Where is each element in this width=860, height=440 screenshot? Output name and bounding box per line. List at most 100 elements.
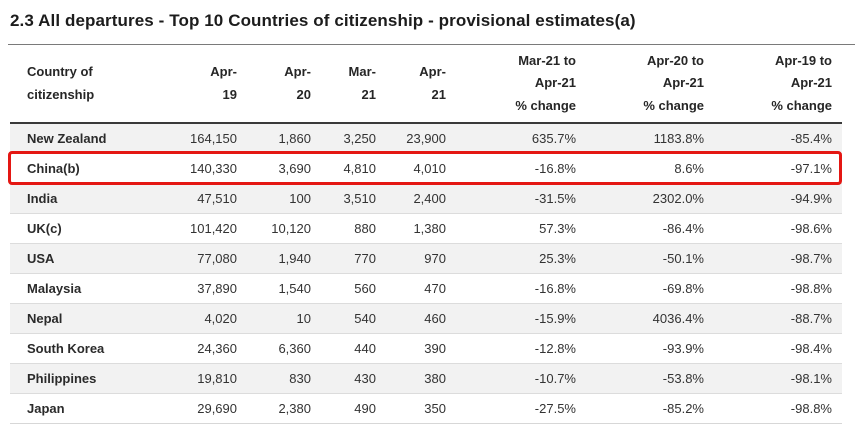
apr21-value-cell: 390	[386, 332, 456, 363]
mar21-value-cell: 3,250	[343, 130, 376, 146]
apr20-value-cell: 830	[247, 362, 321, 393]
table-bottom-divider	[10, 423, 842, 424]
column-header-change-apr19-apr21: Apr-19 to Apr-21 % change	[714, 45, 842, 124]
apr21-value-cell: 350	[386, 392, 456, 423]
apr19-value-cell: 29,690	[185, 392, 247, 423]
mar21-value-cell: 4,810	[321, 152, 386, 183]
column-header-country: Country of citizenship	[10, 45, 185, 124]
apr21-value-cell: 380	[386, 362, 456, 393]
change-apr19-apr21-cell: -85.4%	[790, 130, 832, 146]
apr19-value-cell: 37,890	[185, 272, 247, 303]
table-row: Nepal 4,020 10 540 460 -15.9% 4036.4% -8…	[10, 302, 842, 333]
apr20-value-cell: 3,690	[247, 152, 321, 183]
change-apr19-apr21-cell: -98.8%	[714, 392, 842, 423]
column-header-apr19: Apr- 19	[185, 45, 247, 124]
change-mar21-apr21-cell: 635.7%	[531, 130, 576, 146]
change-mar21-apr21-cell: -15.9%	[456, 302, 586, 333]
apr21-value-cell: 23,900	[406, 130, 446, 146]
change-apr19-apr21-cell: -94.9%	[714, 182, 842, 213]
change-apr19-apr21-cell: -98.6%	[714, 212, 842, 243]
title-divider	[8, 44, 855, 45]
mar21-value-cell: 3,510	[321, 182, 386, 213]
mar21-value-cell: 560	[321, 272, 386, 303]
change-apr19-apr21-cell: -98.8%	[714, 272, 842, 303]
country-cell: New Zealand	[27, 130, 107, 146]
column-header-apr20: Apr- 20	[247, 45, 321, 124]
apr19-value-cell: 140,330	[185, 152, 247, 183]
change-mar21-apr21-cell: -16.8%	[456, 152, 586, 183]
apr21-value-cell: 470	[386, 272, 456, 303]
country-cell: China(b)	[10, 152, 185, 183]
mar21-value-cell: 770	[321, 242, 386, 273]
country-cell: South Korea	[10, 332, 185, 363]
column-header-change-apr20-apr21: Apr-20 to Apr-21 % change	[586, 45, 714, 124]
country-cell: UK(c)	[10, 212, 185, 243]
mar21-value-cell: 430	[321, 362, 386, 393]
apr21-value-cell: 970	[386, 242, 456, 273]
apr20-value-cell: 6,360	[247, 332, 321, 363]
country-cell: Nepal	[10, 302, 185, 333]
change-mar21-apr21-cell: 57.3%	[456, 212, 586, 243]
apr19-value-cell: 24,360	[185, 332, 247, 363]
apr21-value-cell: 460	[386, 302, 456, 333]
apr20-value-cell: 1,540	[247, 272, 321, 303]
change-mar21-apr21-cell: -10.7%	[456, 362, 586, 393]
change-mar21-apr21-cell: -12.8%	[456, 332, 586, 363]
table-body: New Zealand 164,150 1,860 3,250 23,900 6…	[10, 123, 842, 423]
departures-table: Country of citizenship Apr- 19 Apr- 20 M…	[10, 45, 842, 423]
change-apr19-apr21-cell: -97.1%	[714, 152, 842, 183]
change-mar21-apr21-cell: 25.3%	[456, 242, 586, 273]
change-apr20-apr21-cell: -86.4%	[586, 212, 714, 243]
change-apr19-apr21-cell: -98.1%	[714, 362, 842, 393]
apr20-value-cell: 1,860	[278, 130, 311, 146]
country-cell: Philippines	[10, 362, 185, 393]
change-apr20-apr21-cell: -93.9%	[586, 332, 714, 363]
apr19-value-cell: 4,020	[185, 302, 247, 333]
apr21-value-cell: 4,010	[386, 152, 456, 183]
change-mar21-apr21-cell: -16.8%	[456, 272, 586, 303]
change-apr20-apr21-cell: -69.8%	[586, 272, 714, 303]
apr21-value-cell: 2,400	[386, 182, 456, 213]
change-apr20-apr21-cell: -53.8%	[586, 362, 714, 393]
table-row: China(b) 140,330 3,690 4,810 4,010 -16.8…	[10, 152, 842, 183]
table-wrap: Country of citizenship Apr- 19 Apr- 20 M…	[8, 45, 842, 424]
change-apr19-apr21-cell: -98.4%	[714, 332, 842, 363]
table-row: India 47,510 100 3,510 2,400 -31.5% 2302…	[10, 182, 842, 213]
page: 2.3 All departures - Top 10 Countries of…	[0, 11, 860, 440]
page-title: 2.3 All departures - Top 10 Countries of…	[10, 11, 636, 30]
table-row: Japan 29,690 2,380 490 350 -27.5% -85.2%…	[10, 392, 842, 423]
apr19-value-cell: 47,510	[185, 182, 247, 213]
apr21-value-cell: 1,380	[386, 212, 456, 243]
apr20-value-cell: 2,380	[247, 392, 321, 423]
country-cell: Malaysia	[10, 272, 185, 303]
change-mar21-apr21-cell: -27.5%	[456, 392, 586, 423]
change-apr20-apr21-cell: 8.6%	[586, 152, 714, 183]
mar21-value-cell: 490	[321, 392, 386, 423]
country-cell: Japan	[10, 392, 185, 423]
apr19-value-cell: 164,150	[190, 130, 237, 146]
apr20-value-cell: 100	[247, 182, 321, 213]
country-cell: India	[10, 182, 185, 213]
change-apr20-apr21-cell: 4036.4%	[586, 302, 714, 333]
table-row: Philippines 19,810 830 430 380 -10.7% -5…	[10, 362, 842, 393]
table-row: USA 77,080 1,940 770 970 25.3% -50.1% -9…	[10, 242, 842, 273]
apr19-value-cell: 77,080	[185, 242, 247, 273]
table-header: Country of citizenship Apr- 19 Apr- 20 M…	[10, 45, 842, 124]
header-row: Country of citizenship Apr- 19 Apr- 20 M…	[10, 45, 842, 124]
column-header-change-mar21-apr21: Mar-21 to Apr-21 % change	[456, 45, 586, 124]
column-header-apr21: Apr- 21	[386, 45, 456, 124]
country-cell: USA	[10, 242, 185, 273]
apr20-value-cell: 10	[247, 302, 321, 333]
apr20-value-cell: 10,120	[247, 212, 321, 243]
table-row: South Korea 24,360 6,360 440 390 -12.8% …	[10, 332, 842, 363]
table-row: New Zealand 164,150 1,860 3,250 23,900 6…	[10, 123, 842, 153]
change-mar21-apr21-cell: -31.5%	[456, 182, 586, 213]
mar21-value-cell: 880	[321, 212, 386, 243]
change-apr20-apr21-cell: 2302.0%	[586, 182, 714, 213]
table-row: UK(c) 101,420 10,120 880 1,380 57.3% -86…	[10, 212, 842, 243]
change-apr19-apr21-cell: -88.7%	[714, 302, 842, 333]
column-header-mar21: Mar- 21	[321, 45, 386, 124]
apr19-value-cell: 101,420	[185, 212, 247, 243]
apr20-value-cell: 1,940	[247, 242, 321, 273]
table-row: Malaysia 37,890 1,540 560 470 -16.8% -69…	[10, 272, 842, 303]
